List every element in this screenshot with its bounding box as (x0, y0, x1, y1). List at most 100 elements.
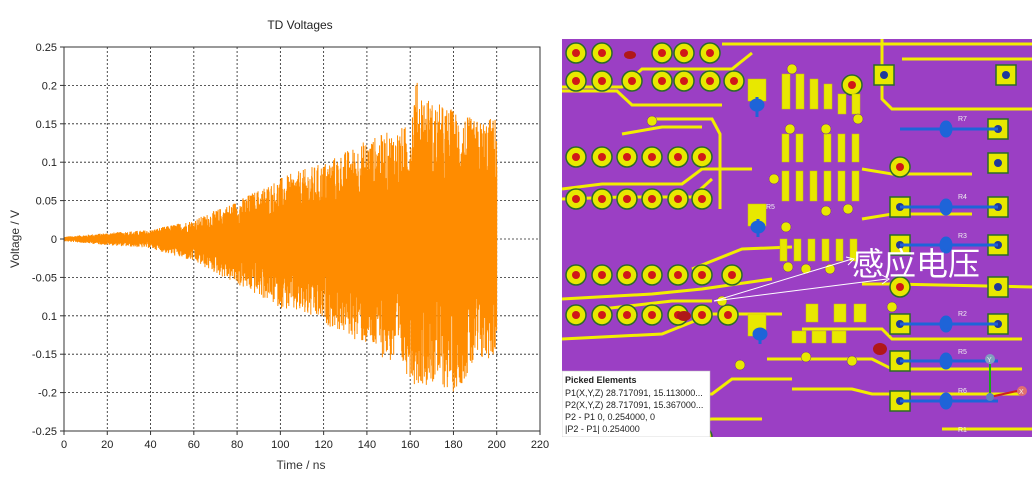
pcb-pad-hole (648, 271, 656, 279)
y-tick-label: 0.1 (42, 157, 57, 169)
y-tick-label: -0.2 (38, 388, 57, 400)
pcb-pad-hole (674, 153, 682, 161)
pcb-pad-hole (598, 195, 606, 203)
pcb-pad-hole (623, 153, 631, 161)
picked-row-p1: P1(X,Y,Z) 28.717091, 15.113000... (565, 388, 703, 398)
pcb-pad-hole (648, 311, 656, 319)
pcb-pad-hole (706, 49, 714, 57)
y-tick-label: -0.05 (32, 272, 57, 284)
pcb-pad-hole (598, 49, 606, 57)
pcb-pad-hole (674, 271, 682, 279)
x-tick-label: 60 (188, 439, 200, 451)
y-tick-label: 0.2 (42, 80, 57, 92)
ic-pads (747, 73, 867, 344)
pcb-pad-hole (623, 271, 631, 279)
x-tick-label: 20 (101, 439, 113, 451)
induced-voltage-annotation: 感应电压 (852, 245, 980, 283)
y-tick-label: 0 (51, 234, 57, 246)
voltage-series-line (63, 82, 498, 392)
x-tick-label: 80 (231, 439, 243, 451)
y-axis-label: Voltage / V (8, 210, 22, 268)
x-tick-label: 0 (61, 439, 67, 451)
x-tick-label: 140 (358, 439, 376, 451)
pcb-pad-hole (598, 153, 606, 161)
y-tick-label: 0.1 (42, 311, 57, 323)
pcb-pad-hole (572, 271, 580, 279)
picked-row-diff: P2 - P1 0, 0.254000, 0 (565, 412, 655, 422)
pcb-pad-hole (698, 153, 706, 161)
pcb-square-pad-hole (880, 71, 888, 79)
x-tick-label: 160 (401, 439, 419, 451)
pcb-pad-hole (598, 77, 606, 85)
annotation-arrows (713, 256, 890, 302)
pcb-layout-view: R7 R4 R3 R2 R5 R6 R1 R5 感应电压 Y X Picked … (562, 39, 1032, 437)
label-r4: R4 (958, 194, 967, 201)
y-tick-label: 0.25 (36, 42, 57, 54)
pcb-pad-hole (572, 153, 580, 161)
x-axis-label: Time / ns (277, 458, 326, 472)
label-r6: R6 (958, 388, 967, 395)
pcb-pad-hole (698, 195, 706, 203)
label-r3: R3 (958, 233, 967, 240)
pcb-pad-hole (598, 271, 606, 279)
label-r7: R7 (958, 116, 967, 123)
label-c5: R5 (766, 204, 775, 211)
x-tick-label: 120 (314, 439, 332, 451)
pcb-pad-hole (623, 311, 631, 319)
red-markers (624, 51, 887, 355)
pcb-pad-hole (896, 163, 904, 171)
x-tick-label: 40 (144, 439, 156, 451)
pcb-vias (646, 63, 898, 371)
picked-row-distance: |P2 - P1| 0.254000 (565, 424, 640, 434)
pcb-pad-hole (648, 195, 656, 203)
pcb-square-pad-hole (1002, 71, 1010, 79)
picked-elements-panel: Picked Elements P1(X,Y,Z) 28.717091, 15.… (562, 370, 711, 437)
label-r5: R5 (958, 349, 967, 356)
x-tick-label: 220 (531, 439, 549, 451)
picked-panel-title: Picked Elements (565, 375, 637, 385)
component-labels: R7 R4 R3 R2 R5 R6 R1 R5 (766, 116, 967, 434)
pcb-pad-hole (698, 271, 706, 279)
pcb-pad-hole (848, 81, 856, 89)
series-voltage (63, 82, 498, 392)
pcb-pad-hole (628, 77, 636, 85)
gizmo-y-label: Y (987, 357, 992, 364)
y-tick-label: 0.05 (36, 196, 57, 208)
x-tick-labels: 0 20 40 60 80 100 120 140 160 180 200 220 (61, 431, 549, 451)
x-tick-label: 180 (444, 439, 462, 451)
pcb-pad-hole (728, 271, 736, 279)
pcb-square-pad-hole (994, 283, 1002, 291)
pcb-pad-hole (598, 311, 606, 319)
picked-row-p2: P2(X,Y,Z) 28.717091, 15.367000... (565, 400, 703, 410)
pcb-pad-hole (572, 311, 580, 319)
td-voltages-chart: TD Voltages 0 20 40 60 80 100 120 140 160 180 200 2… (8, 18, 549, 472)
y-tick-label: -0.15 (32, 349, 57, 361)
pcb-pad-hole (572, 77, 580, 85)
y-tick-label: -0.25 (32, 426, 57, 438)
pcb-pad-hole (572, 195, 580, 203)
probe-lines (749, 97, 998, 410)
gizmo-x-label: X (1019, 389, 1024, 396)
axis-gizmo: Y X (985, 354, 1027, 401)
pcb-pad-hole (680, 49, 688, 57)
y-tick-label: 0.15 (36, 119, 57, 131)
pcb-pad-hole (674, 195, 682, 203)
pcb-pad-hole (623, 195, 631, 203)
pcb-pad-hole (572, 49, 580, 57)
chart-title: TD Voltages (267, 18, 332, 32)
pcb-pad-hole (724, 311, 732, 319)
pcb-square-pad-hole (994, 159, 1002, 167)
pcb-pad-hole (680, 77, 688, 85)
pcb-pad-hole (896, 283, 904, 291)
x-tick-label: 100 (271, 439, 289, 451)
label-r2: R2 (958, 311, 967, 318)
pcb-pad-hole (648, 153, 656, 161)
pcb-pad-hole (698, 311, 706, 319)
pcb-pad-hole (730, 77, 738, 85)
x-tick-label: 200 (488, 439, 506, 451)
pcb-pad-hole (658, 77, 666, 85)
y-tick-labels: 0.25 0.2 0.15 0.1 0.05 0 -0.05 0.1 -0.15 -0.2 -0.2… (32, 42, 64, 438)
label-r1: R1 (958, 427, 967, 434)
pcb-pad-hole (706, 77, 714, 85)
pcb-pad-hole (658, 49, 666, 57)
